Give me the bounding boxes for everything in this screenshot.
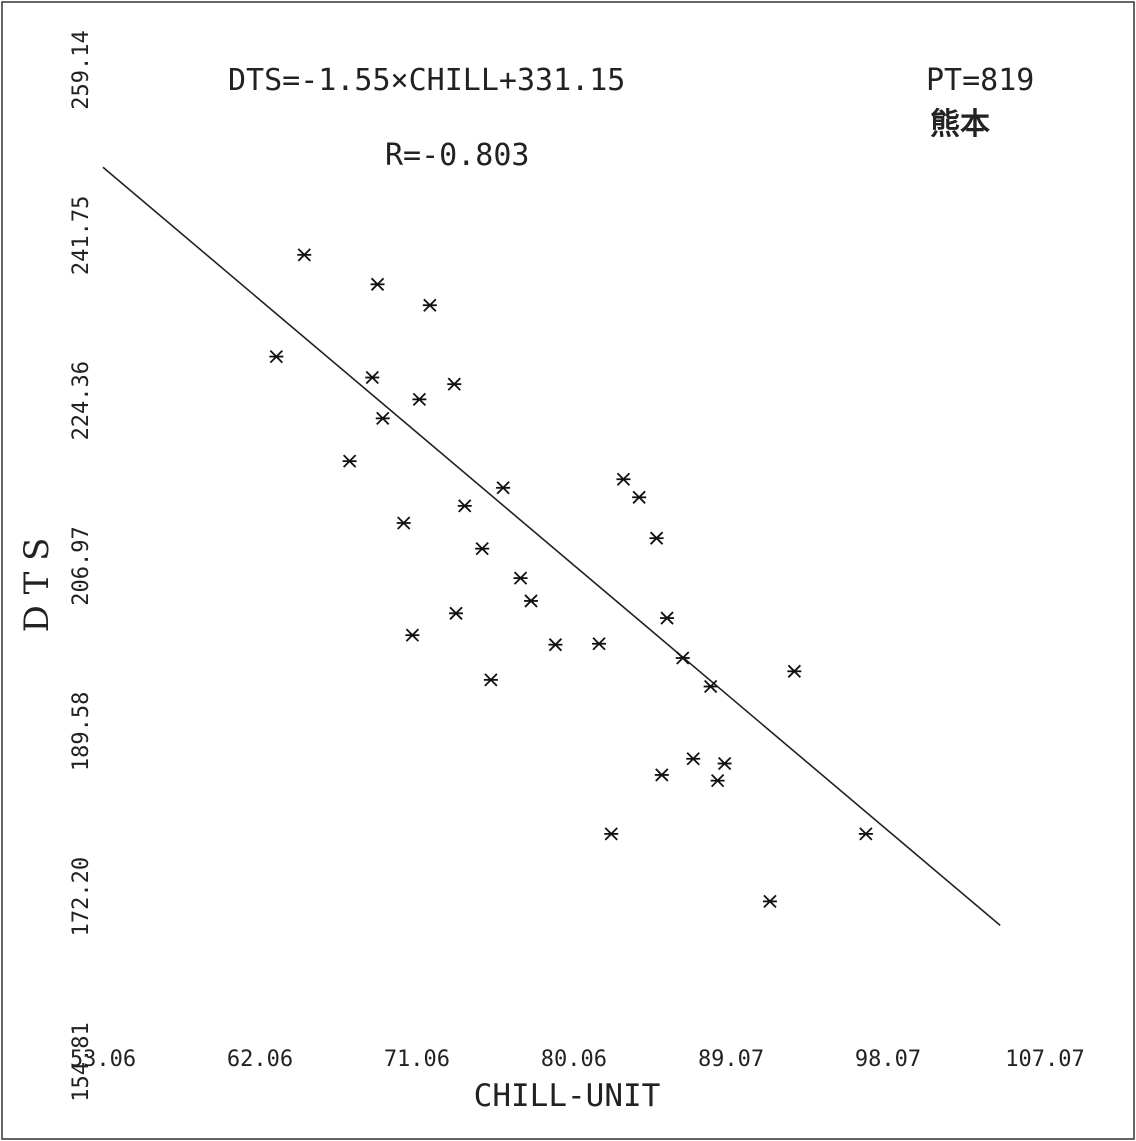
x-axis-label: CHILL-UNIT [474, 1078, 661, 1114]
x-tick-label: 53.06 [70, 1047, 136, 1072]
data-point [483, 673, 498, 687]
data-point [858, 827, 873, 841]
data-point [717, 756, 732, 771]
x-tick-label: 62.06 [227, 1047, 293, 1072]
data-point [475, 542, 490, 556]
data-point [762, 894, 777, 909]
data-points [269, 248, 873, 909]
x-tick-label: 71.06 [384, 1047, 450, 1072]
data-point [449, 606, 464, 620]
data-point [524, 594, 539, 608]
data-point [422, 298, 437, 312]
correlation-coefficient: R=-0.803 [385, 138, 530, 173]
data-point [660, 611, 675, 625]
data-point [375, 411, 390, 426]
data-point [787, 664, 802, 678]
data-point [396, 516, 411, 530]
data-point [632, 490, 647, 504]
x-tick-label: 107.07 [1005, 1047, 1084, 1072]
y-tick-label: 172.20 [69, 857, 94, 936]
data-point [269, 349, 284, 364]
data-point [675, 651, 690, 665]
data-point [412, 392, 427, 407]
data-point [604, 827, 619, 841]
data-point [616, 472, 631, 486]
y-tick-label: 241.75 [69, 196, 94, 275]
x-tick-label: 80.06 [541, 1047, 607, 1072]
data-point [405, 628, 420, 642]
data-point [370, 277, 385, 291]
regression-line [102, 166, 1001, 927]
data-point [649, 531, 664, 545]
data-point [686, 752, 701, 766]
data-point [496, 481, 511, 495]
y-axis-label: D T S [17, 538, 57, 633]
regression-equation: DTS=-1.55×CHILL+331.15 [228, 63, 625, 98]
data-point [457, 499, 472, 513]
x-tick-label: 89.07 [698, 1047, 764, 1072]
y-tick-labels: 154.81 172.20 189.58 206.97 224.36 241.75 259.… [69, 30, 94, 1101]
y-tick-label: 154.81 [69, 1022, 94, 1101]
data-point [297, 248, 312, 262]
x-tick-label: 98.07 [855, 1047, 921, 1072]
y-tick-label: 259.14 [69, 30, 94, 109]
data-point [654, 768, 669, 782]
data-point [447, 377, 462, 391]
data-point [703, 679, 718, 694]
data-point [548, 638, 563, 652]
y-tick-label: 224.36 [69, 361, 94, 440]
data-point [342, 454, 357, 468]
pt-label: PT=819 [926, 63, 1034, 98]
data-point [513, 571, 528, 585]
data-point [710, 774, 725, 788]
y-tick-label: 206.97 [69, 526, 94, 605]
y-tick-label: 189.58 [69, 692, 94, 771]
location-label: 熊本 [930, 107, 990, 142]
x-tick-labels: 53.06 62.06 71.06 80.06 89.07 98.07 107.07 [70, 1047, 1085, 1072]
data-point [365, 370, 380, 385]
data-point [592, 637, 607, 651]
